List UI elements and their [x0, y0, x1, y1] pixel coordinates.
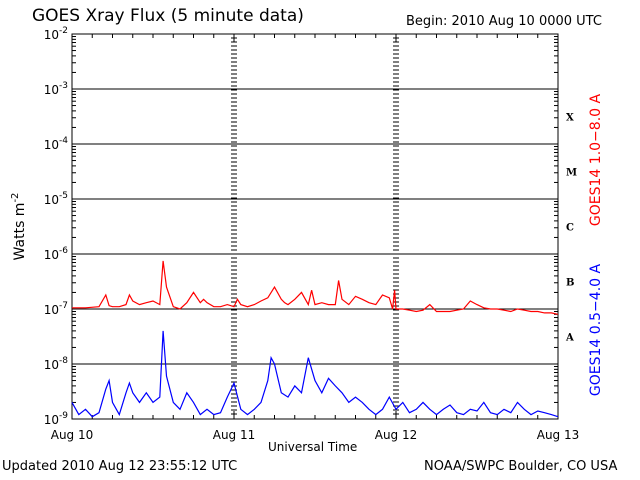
series-line-long	[72, 260, 559, 315]
y-tick-label: 10-2	[44, 26, 68, 42]
y-tick-label: 10-8	[44, 356, 69, 372]
y-tick-label: 10-6	[44, 246, 69, 262]
flare-class-label: M	[566, 168, 577, 179]
y-tick-label: 10-5	[44, 191, 68, 207]
x-tick-label: Aug 13	[537, 428, 580, 442]
begin-time-label: Begin: 2010 Aug 10 0000 UTC	[406, 14, 602, 29]
plot-frame	[71, 33, 559, 420]
y-tick-label: 10-4	[44, 136, 69, 152]
x-tick-label: Aug 12	[375, 428, 418, 442]
chart-title: GOES Xray Flux (5 minute data)	[32, 6, 304, 26]
series-line-short	[71, 330, 559, 418]
series-legend-short: GOES14 0.5−4.0 A	[588, 264, 604, 397]
x-tick-label: Aug 10	[51, 428, 94, 442]
y-tick-label: 10-3	[44, 81, 68, 97]
y-tick-label: 10-9	[44, 411, 69, 427]
flare-class-label: C	[566, 223, 574, 234]
x-axis-title: Universal Time	[268, 440, 358, 454]
series-legend-long: GOES14 1.0−8.0 A	[588, 94, 604, 227]
updated-timestamp: Updated 2010 Aug 12 23:55:12 UTC	[2, 459, 238, 474]
flare-class-label: B	[566, 278, 574, 289]
flare-class-label: X	[566, 113, 574, 124]
y-axis-title: Watts m-2	[10, 193, 28, 261]
y-tick-label: 10-7	[44, 301, 68, 317]
flare-class-label: A	[565, 333, 574, 344]
credit-label: NOAA/SWPC Boulder, CO USA	[424, 459, 618, 474]
x-tick-label: Aug 11	[213, 428, 256, 442]
